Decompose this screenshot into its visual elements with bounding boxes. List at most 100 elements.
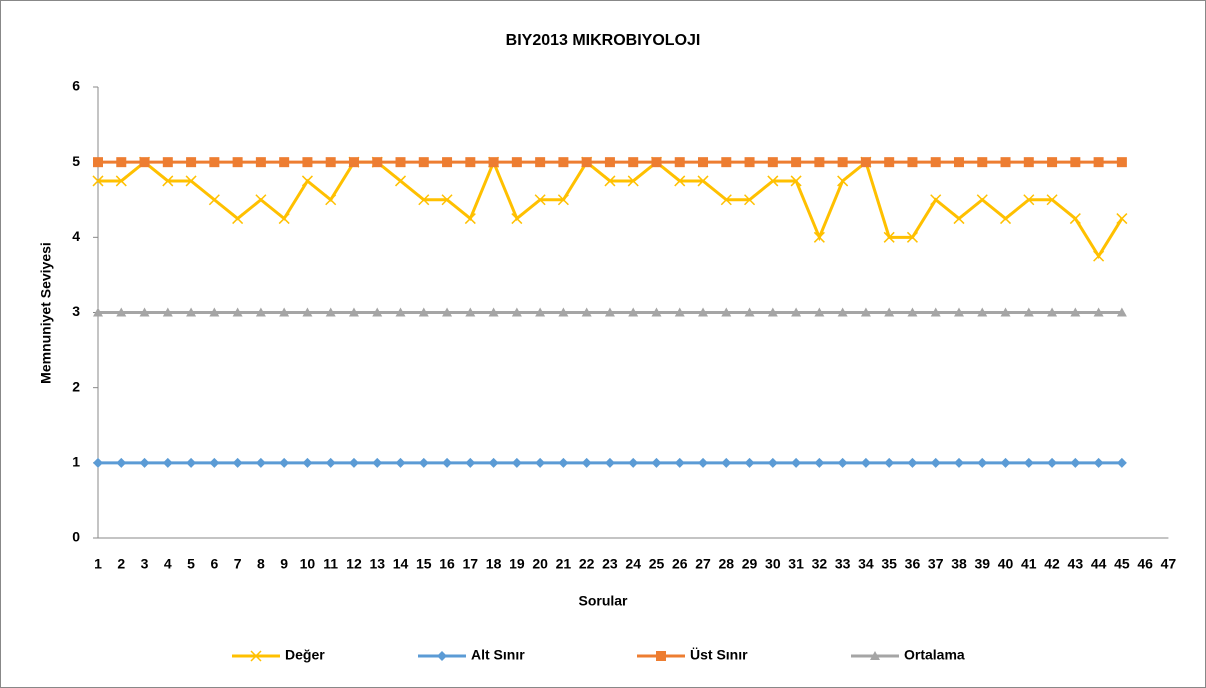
marker — [418, 157, 429, 168]
marker — [977, 307, 988, 317]
marker — [790, 175, 802, 187]
marker — [883, 231, 895, 243]
marker — [534, 194, 546, 206]
x-tick-label: 40 — [998, 556, 1014, 572]
marker — [395, 457, 406, 468]
marker — [999, 213, 1012, 225]
marker — [372, 457, 383, 468]
x-tick-label: 43 — [1068, 556, 1084, 572]
y-tick-label: 6 — [72, 78, 80, 94]
x-tick-label: 21 — [556, 556, 572, 572]
marker — [511, 457, 522, 468]
marker — [535, 457, 546, 468]
x-tick-label: 46 — [1137, 556, 1153, 572]
marker — [907, 157, 918, 168]
marker — [930, 157, 941, 168]
marker — [302, 307, 313, 317]
legend-label: Alt Sınır — [471, 647, 525, 663]
marker — [302, 457, 313, 468]
x-tick-label: 6 — [210, 556, 218, 572]
x-tick-label: 33 — [835, 556, 851, 572]
marker — [93, 307, 103, 317]
marker — [976, 194, 988, 206]
x-tick-label: 31 — [788, 556, 804, 572]
marker — [209, 457, 220, 468]
marker — [558, 457, 569, 468]
marker — [837, 175, 849, 187]
marker — [837, 457, 848, 468]
marker — [1069, 213, 1081, 225]
marker — [651, 457, 662, 468]
marker — [953, 213, 965, 225]
marker — [232, 213, 244, 225]
marker — [720, 194, 732, 206]
marker — [627, 175, 639, 187]
x-tick-label: 35 — [881, 556, 897, 572]
marker — [139, 157, 150, 168]
marker — [977, 157, 988, 168]
marker — [348, 307, 359, 317]
x-tick-label: 28 — [719, 556, 735, 572]
marker — [92, 175, 104, 187]
marker — [511, 307, 522, 317]
marker — [255, 307, 266, 317]
marker — [1047, 307, 1058, 317]
marker — [1116, 213, 1128, 225]
marker — [721, 307, 732, 317]
y-tick-label: 2 — [72, 378, 80, 394]
marker — [1047, 457, 1058, 468]
marker — [884, 157, 895, 168]
legend-label: Değer — [285, 647, 325, 663]
marker — [464, 213, 476, 225]
marker — [604, 307, 615, 317]
marker — [1070, 307, 1081, 317]
marker — [348, 157, 359, 168]
marker — [813, 231, 825, 243]
marker — [767, 457, 778, 468]
x-tick-label: 2 — [117, 556, 125, 572]
marker — [278, 213, 290, 225]
x-tick-label: 9 — [280, 556, 288, 572]
marker — [232, 157, 243, 168]
marker — [1000, 307, 1011, 317]
marker — [279, 157, 290, 168]
marker — [1047, 157, 1058, 168]
marker — [860, 307, 871, 317]
marker — [325, 157, 336, 168]
marker — [1093, 307, 1104, 317]
x-tick-label: 7 — [234, 556, 242, 572]
marker — [1093, 250, 1105, 262]
x-tick-label: 11 — [323, 556, 338, 572]
marker — [697, 175, 709, 187]
marker — [162, 175, 174, 187]
marker — [674, 157, 685, 168]
marker — [860, 157, 871, 168]
marker — [698, 457, 709, 468]
marker — [814, 157, 825, 168]
marker — [1070, 157, 1081, 168]
marker — [674, 307, 685, 317]
marker — [791, 157, 802, 168]
x-tick-label: 39 — [974, 556, 990, 572]
x-tick-label: 22 — [579, 556, 595, 572]
marker — [250, 650, 262, 662]
marker — [1116, 157, 1127, 168]
marker — [115, 175, 127, 187]
x-tick-label: 30 — [765, 556, 781, 572]
marker — [301, 175, 313, 187]
marker — [488, 157, 499, 168]
marker — [628, 157, 639, 168]
marker — [511, 213, 523, 225]
marker — [465, 307, 476, 317]
marker — [1000, 157, 1011, 168]
marker — [325, 457, 336, 468]
marker — [348, 457, 359, 468]
marker — [628, 307, 639, 317]
marker — [255, 194, 267, 206]
marker — [557, 194, 569, 206]
marker — [442, 157, 453, 168]
marker — [953, 307, 964, 317]
marker — [488, 457, 499, 468]
x-tick-label: 42 — [1044, 556, 1060, 572]
